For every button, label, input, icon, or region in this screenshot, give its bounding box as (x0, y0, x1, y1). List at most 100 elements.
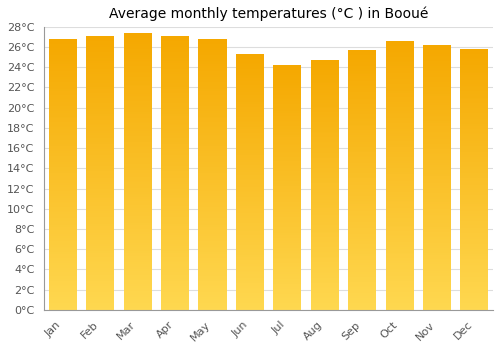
Bar (49, 248, 77, 250)
Bar (310, 175, 338, 177)
Bar (236, 95, 264, 97)
Bar (423, 167, 451, 169)
Bar (310, 296, 338, 298)
Bar (274, 67, 301, 69)
Bar (460, 85, 488, 87)
Bar (274, 142, 301, 143)
Bar (161, 242, 189, 244)
Bar (460, 230, 488, 232)
Bar (460, 280, 488, 282)
Bar (386, 168, 413, 170)
Bar (310, 152, 338, 153)
Bar (460, 148, 488, 150)
Bar (460, 162, 488, 164)
Bar (124, 64, 152, 66)
Bar (124, 145, 152, 147)
Bar (86, 70, 115, 72)
Bar (274, 225, 301, 227)
Bar (49, 162, 77, 163)
Bar (460, 124, 488, 126)
Bar (49, 145, 77, 147)
Bar (49, 257, 77, 259)
Bar (124, 223, 152, 225)
Bar (274, 256, 301, 258)
Bar (49, 279, 77, 281)
Bar (310, 135, 338, 137)
Bar (124, 149, 152, 151)
Bar (348, 239, 376, 240)
Bar (124, 79, 152, 81)
Bar (236, 110, 264, 112)
Bar (124, 254, 152, 256)
Bar (310, 112, 338, 113)
Bar (86, 182, 115, 184)
Bar (236, 168, 264, 170)
Bar (124, 118, 152, 120)
Bar (386, 136, 413, 138)
Bar (198, 183, 226, 185)
Bar (86, 87, 115, 89)
Bar (124, 33, 152, 35)
Bar (161, 189, 189, 191)
Bar (386, 104, 413, 105)
Bar (86, 253, 115, 255)
Bar (198, 50, 226, 51)
Bar (310, 260, 338, 261)
Bar (86, 47, 115, 49)
Bar (198, 129, 226, 131)
Bar (49, 308, 77, 310)
Bar (86, 125, 115, 127)
Bar (348, 159, 376, 161)
Bar (49, 301, 77, 303)
Bar (161, 167, 189, 169)
Bar (198, 75, 226, 77)
Bar (236, 269, 264, 271)
Bar (460, 157, 488, 159)
Bar (274, 130, 301, 132)
Bar (386, 303, 413, 304)
Bar (310, 97, 338, 98)
Bar (161, 290, 189, 292)
Bar (386, 68, 413, 70)
Bar (124, 40, 152, 42)
Bar (198, 243, 226, 245)
Bar (124, 308, 152, 310)
Bar (161, 162, 189, 164)
Bar (386, 143, 413, 145)
Bar (310, 245, 338, 247)
Bar (86, 226, 115, 228)
Bar (198, 295, 226, 297)
Bar (124, 276, 152, 279)
Bar (86, 140, 115, 142)
Bar (161, 301, 189, 303)
Bar (386, 64, 413, 66)
Bar (310, 70, 338, 72)
Bar (274, 178, 301, 180)
Bar (49, 124, 77, 126)
Bar (423, 183, 451, 184)
Bar (86, 301, 115, 303)
Bar (386, 98, 413, 100)
Bar (274, 78, 301, 80)
Bar (348, 128, 376, 130)
Bar (198, 48, 226, 50)
Bar (124, 105, 152, 107)
Bar (423, 285, 451, 287)
Bar (386, 206, 413, 208)
Bar (86, 302, 115, 304)
Bar (348, 107, 376, 109)
Bar (386, 256, 413, 258)
Bar (198, 214, 226, 216)
Bar (198, 73, 226, 75)
Bar (460, 96, 488, 98)
Bar (198, 303, 226, 304)
Bar (386, 227, 413, 229)
Bar (124, 299, 152, 301)
Bar (310, 193, 338, 195)
Bar (236, 214, 264, 216)
Bar (124, 201, 152, 203)
Bar (310, 307, 338, 308)
Bar (423, 207, 451, 209)
Bar (310, 118, 338, 120)
Bar (310, 213, 338, 215)
